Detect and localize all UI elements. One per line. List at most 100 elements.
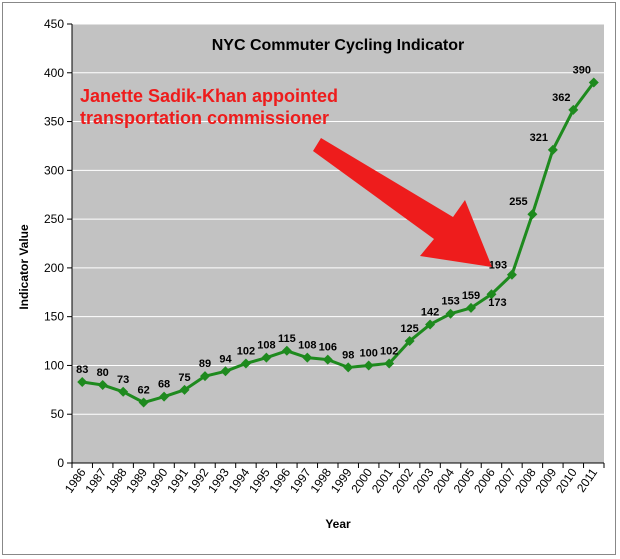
x-tick-label: 2010: [553, 465, 580, 495]
x-tick-label: 1992: [185, 465, 212, 495]
data-point: [547, 144, 558, 155]
data-label: 159: [462, 290, 480, 302]
data-point: [363, 360, 374, 371]
x-tick-label: 1994: [226, 465, 253, 495]
x-tick-label: 1993: [205, 465, 232, 495]
data-label: 125: [400, 323, 418, 335]
plot-area: [72, 24, 604, 463]
data-label: 73: [117, 374, 129, 386]
data-label: 83: [76, 364, 88, 376]
data-label: 390: [573, 65, 591, 77]
data-point: [568, 104, 579, 115]
x-tick-label: 2004: [430, 465, 457, 495]
data-point: [445, 308, 456, 319]
x-tick-label: 1996: [267, 465, 294, 495]
data-point: [404, 336, 415, 347]
x-tick-label: 1989: [123, 465, 150, 495]
x-tick-label: 1997: [287, 465, 314, 495]
data-point: [200, 371, 210, 382]
y-tick-label: 0: [57, 456, 64, 470]
x-tick-label: 1998: [307, 465, 334, 495]
x-tick-label: 2011: [574, 465, 600, 494]
x-tick-label: 1990: [144, 465, 171, 495]
data-label: 68: [158, 379, 170, 391]
y-tick-label: 50: [51, 407, 65, 421]
y-axis-title: Indicator Value: [17, 224, 31, 310]
y-tick-label: 450: [44, 17, 64, 31]
x-tick-label: 2000: [348, 465, 375, 495]
y-tick-label: 250: [44, 212, 64, 226]
x-tick-label: 1987: [82, 465, 109, 495]
x-tick-label: 2009: [533, 465, 560, 495]
data-point: [220, 366, 231, 377]
data-point: [466, 302, 476, 313]
x-tick-label: 2001: [369, 465, 396, 495]
data-label: 62: [137, 385, 149, 397]
y-tick-label: 150: [44, 310, 64, 324]
data-label: 142: [421, 306, 439, 318]
data-label: 98: [342, 349, 354, 361]
x-tick-label: 1986: [62, 465, 89, 495]
data-label: 102: [237, 345, 255, 357]
x-tick-label: 2006: [471, 465, 498, 495]
data-point: [97, 379, 108, 390]
data-point: [281, 345, 292, 356]
data-label: 106: [319, 342, 337, 354]
x-tick-label: 2002: [389, 465, 416, 495]
data-label: 173: [488, 297, 506, 309]
x-tick-label: 1995: [246, 465, 273, 495]
red-arrow-icon: [313, 138, 492, 267]
x-tick-label: 2005: [451, 465, 478, 495]
data-label: 80: [97, 367, 109, 379]
chart-title: NYC Commuter Cycling Indicator: [212, 37, 464, 54]
data-point: [425, 319, 436, 330]
data-point: [527, 209, 538, 220]
y-tick-label: 400: [44, 66, 64, 80]
x-tick-label: 2007: [492, 465, 519, 495]
x-tick-label: 1988: [103, 465, 130, 495]
data-label: 321: [530, 132, 548, 144]
x-tick-label: 2008: [512, 465, 539, 495]
data-point: [118, 386, 129, 397]
data-label: 108: [298, 340, 316, 352]
annotation-line-1: Janette Sadik-Khan appointed: [80, 86, 338, 106]
data-point: [506, 269, 517, 280]
x-tick-label: 1991: [164, 465, 191, 495]
y-tick-label: 100: [44, 358, 64, 372]
data-markers: [77, 77, 599, 408]
y-tick-label: 350: [44, 115, 64, 129]
data-point: [240, 358, 251, 369]
data-label: 153: [441, 296, 459, 308]
data-point: [486, 289, 497, 300]
annotation-line-2: transportation commissioner: [80, 108, 329, 128]
data-label: 115: [278, 333, 296, 345]
data-label: 193: [489, 260, 507, 272]
data-point: [343, 362, 354, 373]
data-label: 94: [219, 353, 232, 365]
data-point: [302, 352, 313, 363]
data-label: 89: [199, 358, 211, 370]
data-label: 108: [257, 340, 275, 352]
x-tick-label: 1999: [328, 465, 355, 495]
y-axis-ticks: 0 50 100 150 200 250 300 350 400 450: [44, 17, 72, 470]
data-point: [588, 77, 599, 88]
data-label: 362: [552, 92, 570, 104]
x-axis-title: Year: [325, 517, 351, 531]
y-tick-label: 300: [44, 163, 64, 177]
data-point: [179, 384, 190, 395]
x-axis-ticks: 1986198719881989199019911992199319941995…: [62, 463, 605, 496]
data-point: [261, 352, 272, 363]
data-point: [159, 391, 170, 402]
data-label: 75: [178, 372, 190, 384]
data-label: 100: [360, 347, 378, 359]
data-point: [77, 377, 88, 388]
data-label: 102: [380, 345, 398, 357]
data-point: [322, 354, 333, 365]
data-point: [138, 397, 149, 408]
y-tick-label: 200: [44, 261, 64, 275]
x-tick-label: 2003: [410, 465, 437, 495]
data-label: 255: [509, 196, 527, 208]
data-point: [384, 358, 395, 369]
